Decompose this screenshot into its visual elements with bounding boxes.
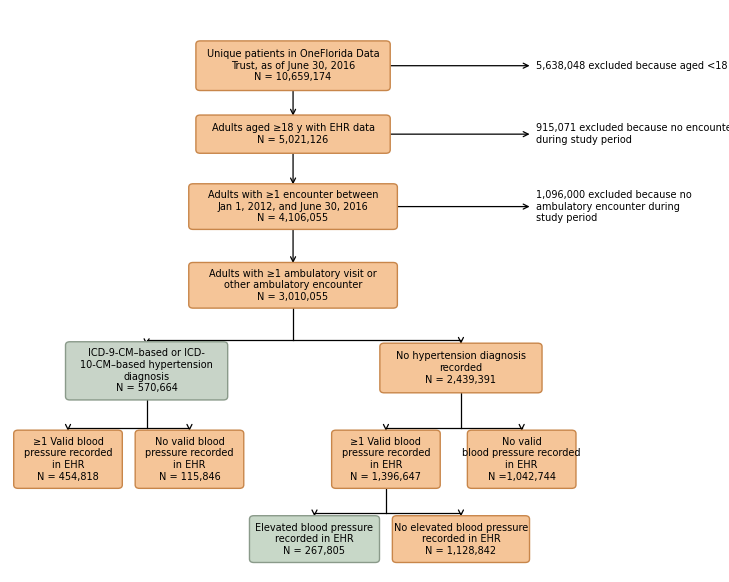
FancyBboxPatch shape — [14, 430, 122, 488]
FancyBboxPatch shape — [332, 430, 440, 488]
FancyBboxPatch shape — [392, 516, 529, 562]
Text: ≥1 Valid blood
pressure recorded
in EHR
N = 1,396,647: ≥1 Valid blood pressure recorded in EHR … — [342, 437, 430, 482]
Text: ICD-9-CM–based or ICD-
10-CM–based hypertension
diagnosis
N = 570,664: ICD-9-CM–based or ICD- 10-CM–based hyper… — [80, 349, 213, 393]
FancyBboxPatch shape — [196, 115, 390, 153]
FancyBboxPatch shape — [189, 184, 397, 229]
FancyBboxPatch shape — [249, 516, 380, 562]
Text: 915,071 excluded because no encounter
during study period: 915,071 excluded because no encounter du… — [536, 123, 729, 145]
Text: No valid
blood pressure recorded
in EHR
N =1,042,744: No valid blood pressure recorded in EHR … — [462, 437, 581, 482]
Text: No hypertension diagnosis
recorded
N = 2,439,391: No hypertension diagnosis recorded N = 2… — [396, 352, 526, 385]
Text: Unique patients in OneFlorida Data
Trust, as of June 30, 2016
N = 10,659,174: Unique patients in OneFlorida Data Trust… — [207, 49, 379, 82]
Text: No valid blood
pressure recorded
in EHR
N = 115,846: No valid blood pressure recorded in EHR … — [145, 437, 234, 482]
FancyBboxPatch shape — [380, 343, 542, 393]
Text: Adults aged ≥18 y with EHR data
N = 5,021,126: Adults aged ≥18 y with EHR data N = 5,02… — [211, 123, 375, 145]
Text: 1,096,000 excluded because no
ambulatory encounter during
study period: 1,096,000 excluded because no ambulatory… — [536, 190, 692, 223]
FancyBboxPatch shape — [467, 430, 576, 488]
Text: No elevated blood pressure
recorded in EHR
N = 1,128,842: No elevated blood pressure recorded in E… — [394, 523, 528, 556]
FancyBboxPatch shape — [196, 41, 390, 91]
Text: Adults with ≥1 ambulatory visit or
other ambulatory encounter
N = 3,010,055: Adults with ≥1 ambulatory visit or other… — [209, 269, 377, 302]
FancyBboxPatch shape — [189, 262, 397, 308]
Text: Adults with ≥1 encounter between
Jan 1, 2012, and June 30, 2016
N = 4,106,055: Adults with ≥1 encounter between Jan 1, … — [208, 190, 378, 223]
Text: 5,638,048 excluded because aged <18 y: 5,638,048 excluded because aged <18 y — [536, 61, 729, 70]
Text: ≥1 Valid blood
pressure recorded
in EHR
N = 454,818: ≥1 Valid blood pressure recorded in EHR … — [24, 437, 112, 482]
Text: Elevated blood pressure
recorded in EHR
N = 267,805: Elevated blood pressure recorded in EHR … — [255, 523, 373, 556]
FancyBboxPatch shape — [135, 430, 243, 488]
FancyBboxPatch shape — [66, 342, 227, 400]
